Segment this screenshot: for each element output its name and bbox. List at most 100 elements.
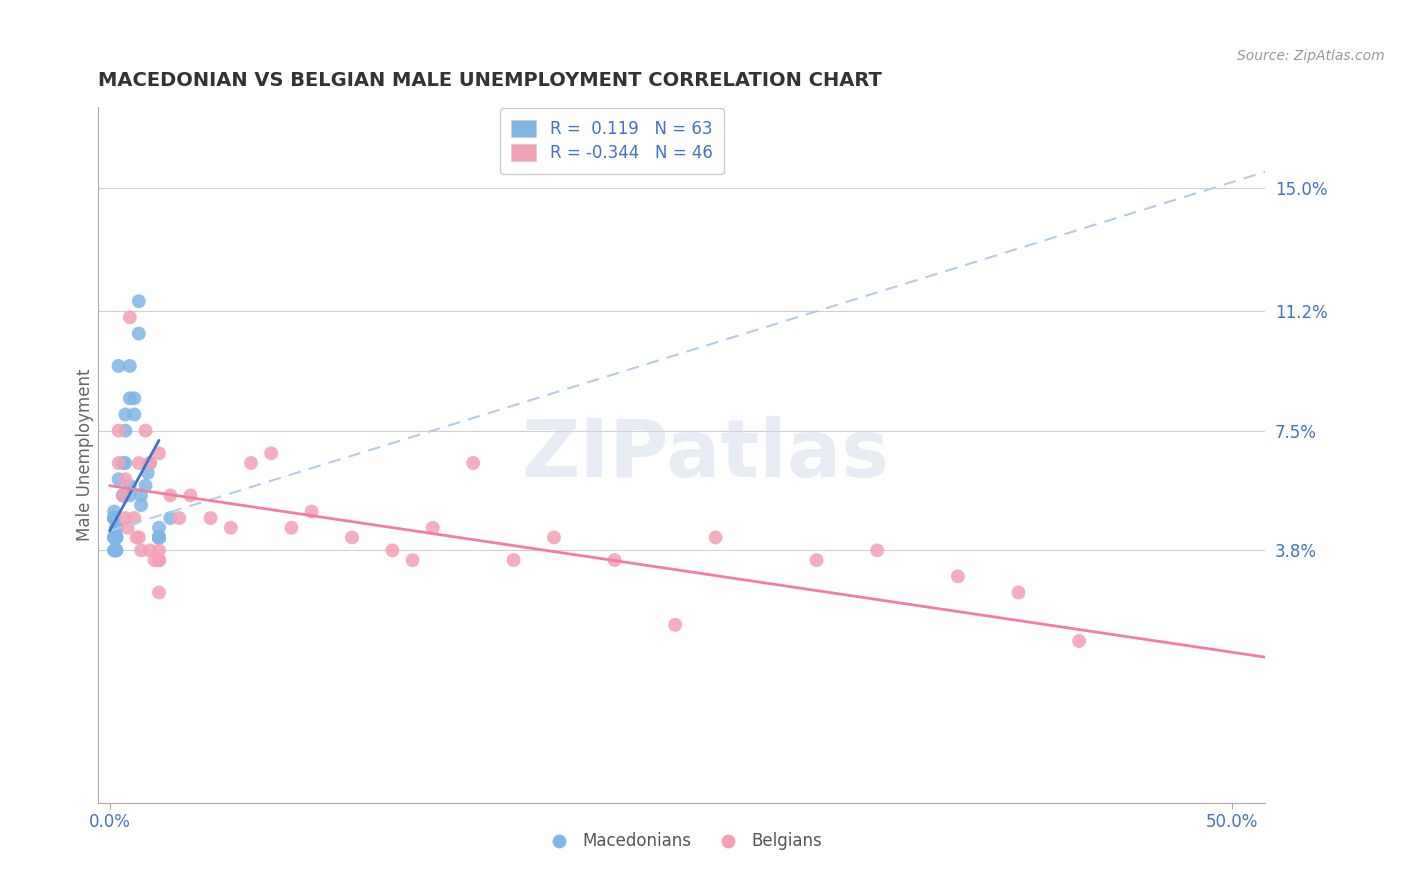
Point bbox=[219, 521, 242, 535]
Point bbox=[105, 531, 128, 545]
Point bbox=[129, 543, 152, 558]
Point bbox=[105, 521, 128, 535]
Point bbox=[103, 504, 125, 518]
Point bbox=[105, 521, 128, 535]
Point bbox=[103, 511, 125, 525]
Point bbox=[103, 511, 125, 525]
Point bbox=[148, 543, 170, 558]
Point bbox=[704, 531, 727, 545]
Point bbox=[866, 543, 889, 558]
Point bbox=[159, 511, 181, 525]
Point bbox=[139, 456, 162, 470]
Point bbox=[124, 408, 146, 422]
Point bbox=[103, 511, 125, 525]
Point bbox=[280, 521, 302, 535]
Point bbox=[148, 531, 170, 545]
Point bbox=[103, 531, 125, 545]
Point bbox=[103, 511, 125, 525]
Point bbox=[148, 531, 170, 545]
Point bbox=[148, 585, 170, 599]
Point bbox=[124, 392, 146, 406]
Point bbox=[105, 521, 128, 535]
Text: MACEDONIAN VS BELGIAN MALE UNEMPLOYMENT CORRELATION CHART: MACEDONIAN VS BELGIAN MALE UNEMPLOYMENT … bbox=[98, 71, 883, 90]
Point bbox=[135, 424, 157, 438]
Point bbox=[103, 531, 125, 545]
Point bbox=[148, 553, 170, 567]
Point bbox=[103, 511, 125, 525]
Point bbox=[105, 531, 128, 545]
Point bbox=[103, 531, 125, 545]
Point bbox=[167, 511, 190, 525]
Point bbox=[118, 392, 141, 406]
Point bbox=[422, 521, 444, 535]
Point bbox=[114, 456, 136, 470]
Point bbox=[103, 543, 125, 558]
Point bbox=[463, 456, 485, 470]
Point bbox=[148, 531, 170, 545]
Point bbox=[148, 531, 170, 545]
Point bbox=[159, 488, 181, 502]
Point bbox=[112, 488, 135, 502]
Point bbox=[139, 543, 162, 558]
Point bbox=[105, 521, 128, 535]
Point bbox=[103, 511, 125, 525]
Point bbox=[401, 553, 423, 567]
Point bbox=[148, 531, 170, 545]
Point bbox=[148, 531, 170, 545]
Point bbox=[105, 543, 128, 558]
Point bbox=[128, 294, 150, 309]
Y-axis label: Male Unemployment: Male Unemployment bbox=[76, 368, 94, 541]
Point bbox=[103, 543, 125, 558]
Point bbox=[112, 488, 135, 502]
Point bbox=[107, 472, 129, 486]
Point bbox=[143, 553, 166, 567]
Point bbox=[107, 359, 129, 373]
Point bbox=[603, 553, 626, 567]
Point bbox=[118, 310, 141, 325]
Point bbox=[128, 456, 150, 470]
Point bbox=[103, 511, 125, 525]
Point bbox=[125, 531, 148, 545]
Point bbox=[105, 531, 128, 545]
Point bbox=[105, 521, 128, 535]
Point bbox=[128, 531, 150, 545]
Point bbox=[112, 488, 135, 502]
Point bbox=[148, 446, 170, 460]
Point bbox=[502, 553, 524, 567]
Point bbox=[139, 456, 162, 470]
Point bbox=[114, 424, 136, 438]
Point bbox=[105, 543, 128, 558]
Point bbox=[128, 326, 150, 341]
Point bbox=[114, 511, 136, 525]
Legend: Macedonians, Belgians: Macedonians, Belgians bbox=[536, 826, 828, 857]
Point bbox=[112, 488, 135, 502]
Point bbox=[148, 553, 170, 567]
Point bbox=[1069, 634, 1091, 648]
Point bbox=[148, 531, 170, 545]
Point bbox=[148, 531, 170, 545]
Point bbox=[103, 511, 125, 525]
Point bbox=[105, 531, 128, 545]
Point bbox=[806, 553, 828, 567]
Point bbox=[179, 488, 201, 502]
Point bbox=[105, 521, 128, 535]
Point bbox=[129, 488, 152, 502]
Point bbox=[129, 498, 152, 512]
Point bbox=[117, 521, 139, 535]
Point bbox=[664, 617, 686, 632]
Point bbox=[118, 488, 141, 502]
Point bbox=[543, 531, 565, 545]
Point bbox=[260, 446, 283, 460]
Point bbox=[103, 511, 125, 525]
Point bbox=[135, 478, 157, 492]
Point bbox=[124, 511, 146, 525]
Point bbox=[112, 456, 135, 470]
Point bbox=[148, 521, 170, 535]
Point bbox=[946, 569, 969, 583]
Point bbox=[118, 359, 141, 373]
Point bbox=[107, 424, 129, 438]
Point bbox=[148, 531, 170, 545]
Point bbox=[114, 408, 136, 422]
Point bbox=[200, 511, 222, 525]
Point bbox=[118, 478, 141, 492]
